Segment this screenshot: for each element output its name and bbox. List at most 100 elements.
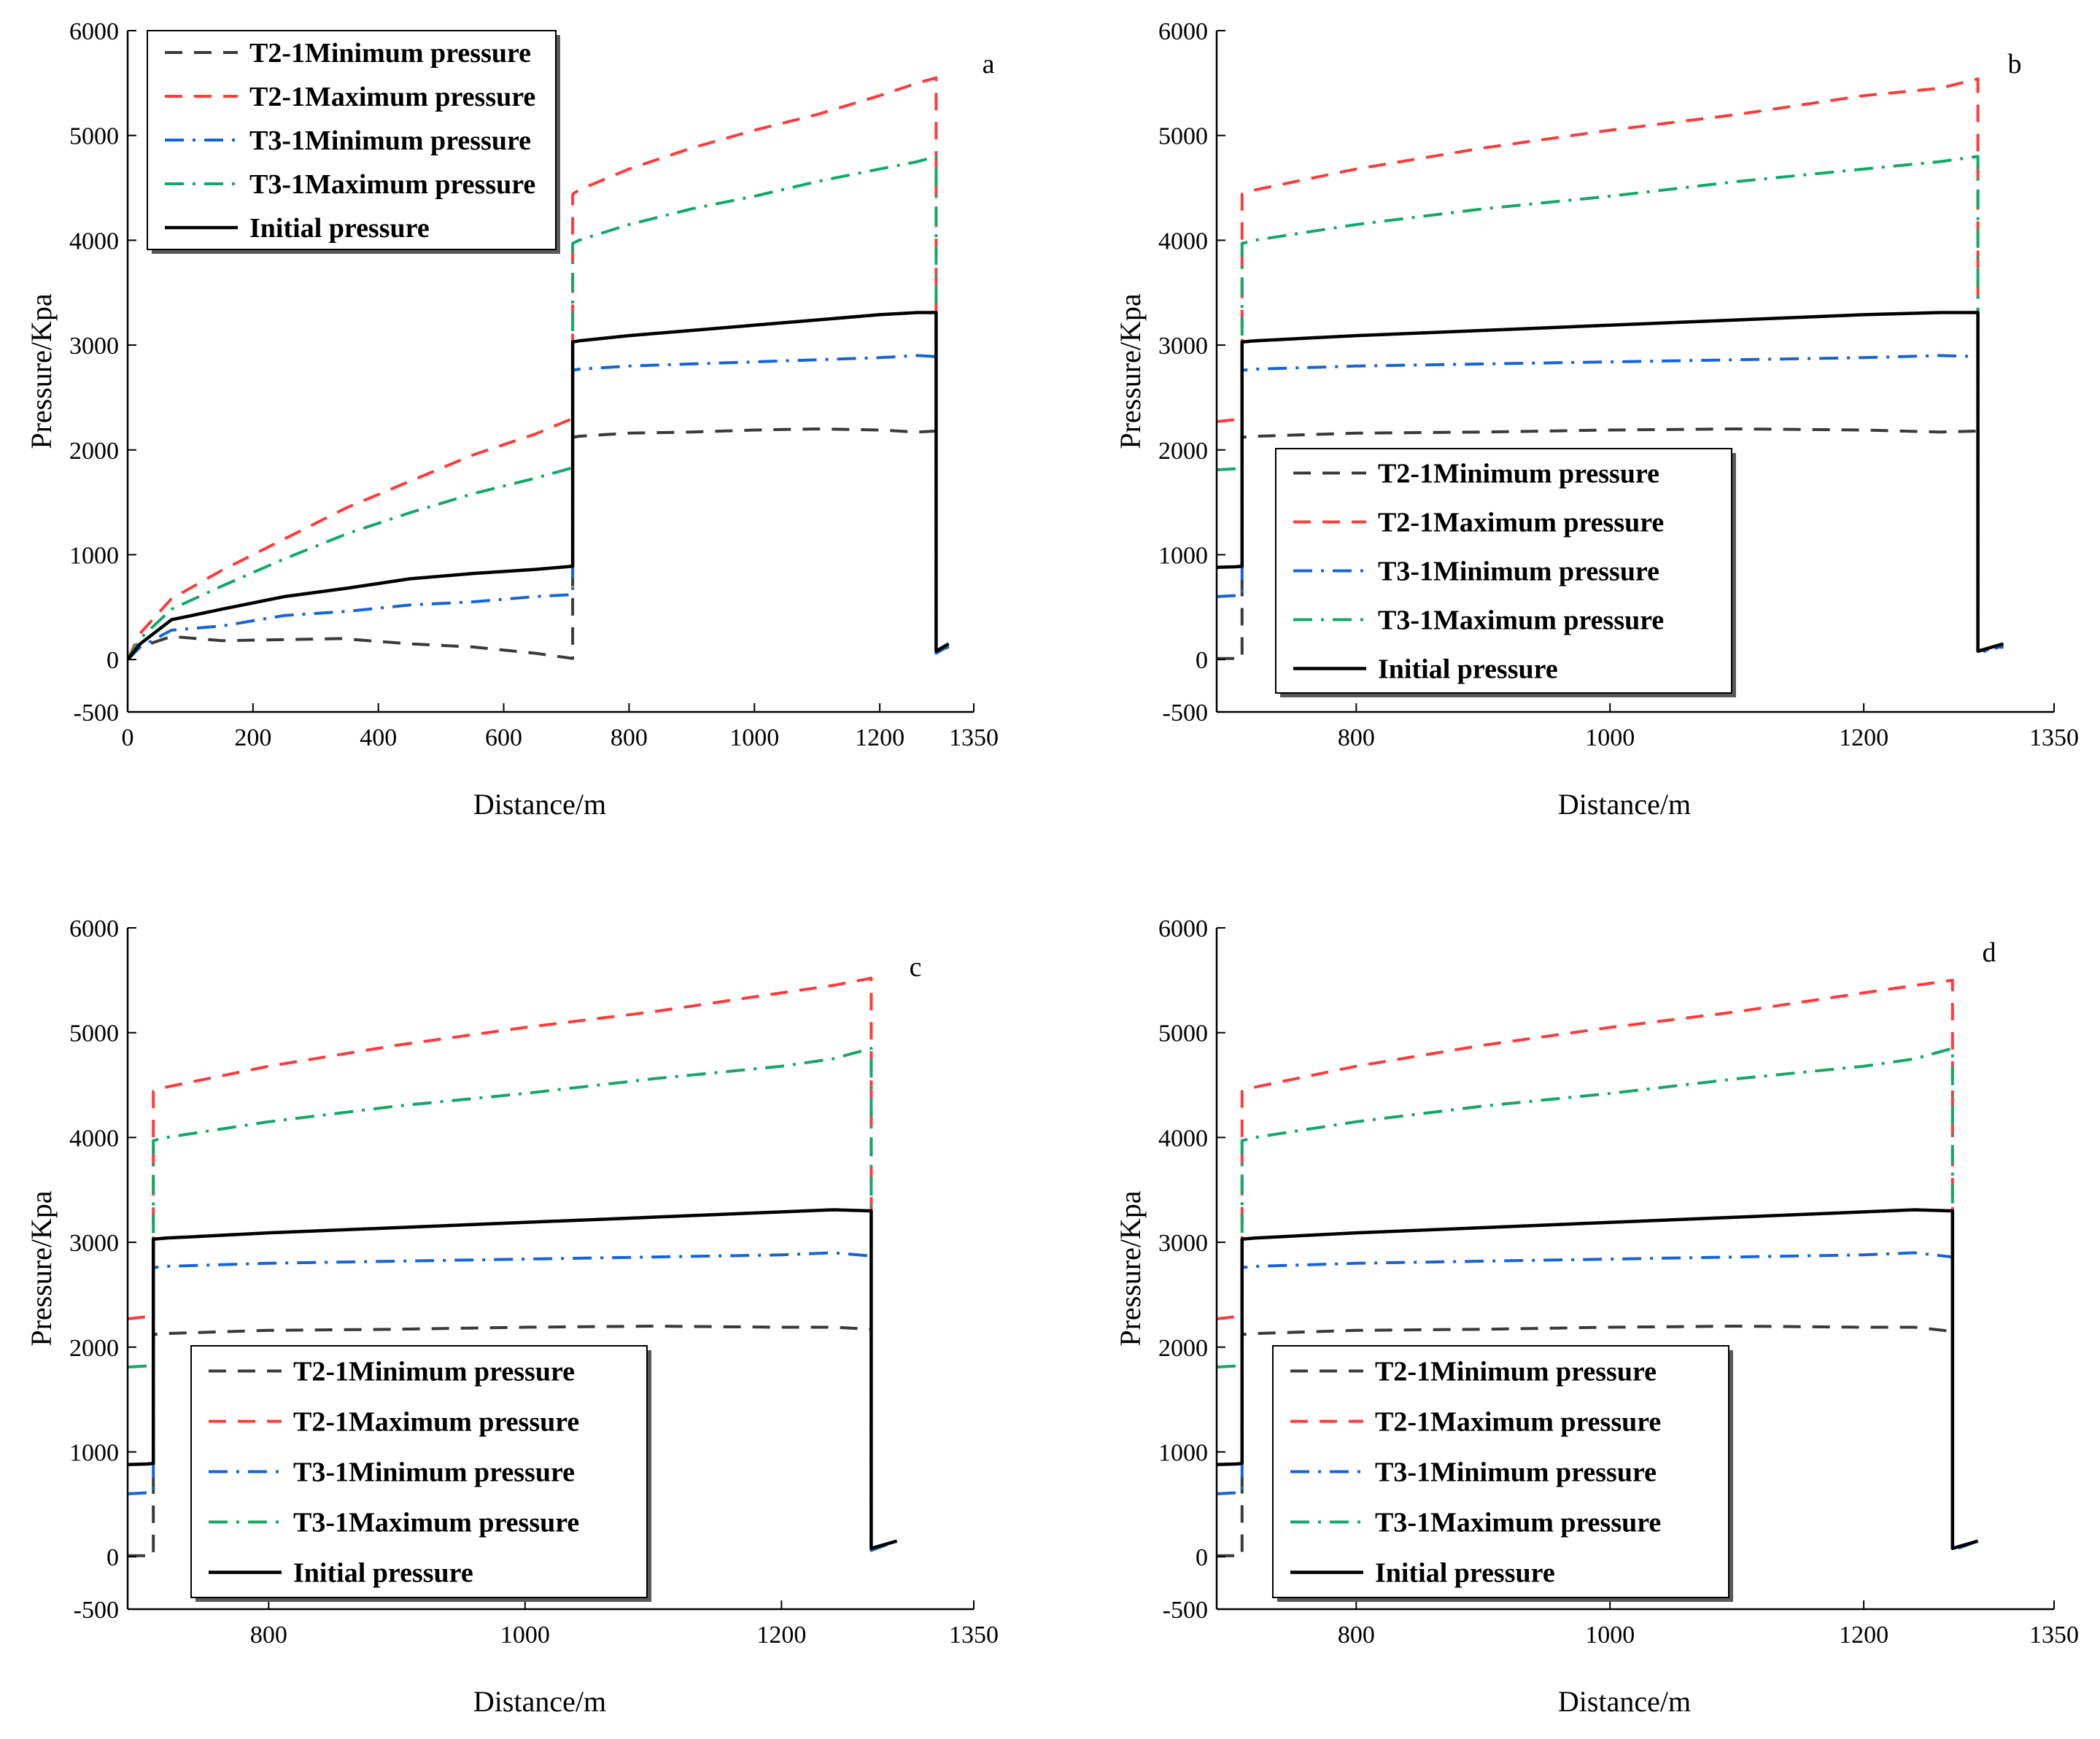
chart-b-x-axis-title: Distance/m xyxy=(1558,788,1691,821)
chart-b-legend-label-3: T3-1Minimum pressure xyxy=(1378,557,1659,587)
chart-d-y-tick-label-7: 6000 xyxy=(1158,915,1208,942)
chart-a-legend-label-1: T2-1Minimum pressure xyxy=(249,38,531,69)
chart-b-panel-label: b xyxy=(2008,49,2022,80)
chart-c-y-tick-label-6: 5000 xyxy=(69,1020,119,1047)
chart-b-y-tick-label-4: 3000 xyxy=(1158,333,1208,360)
chart-b-y-tick-label-7: 6000 xyxy=(1158,18,1208,45)
chart-b-legend: T2-1Minimum pressure T2-1Maximum pressure… xyxy=(1275,448,1736,697)
chart-b-legend-label-5: Initial pressure xyxy=(1378,654,1558,685)
chart-d-legend-label-2: T2-1Maximum pressure xyxy=(1375,1407,1661,1438)
chart-c-y-tick-label-1: 0 xyxy=(106,1544,119,1571)
chart-a-x-tick-label-4: 800 xyxy=(611,724,648,751)
chart-a-x-tick-label-7: 1350 xyxy=(949,724,999,751)
chart-a-x-axis-title: Distance/m xyxy=(473,788,606,821)
chart-c-series-group xyxy=(128,977,898,1557)
chart-c-series-1-line xyxy=(128,1325,898,1557)
chart-c-series-4-line xyxy=(128,1047,898,1550)
chart-a-x-tick-label-0: 0 xyxy=(122,724,134,751)
chart-d-legend-label-1: T2-1Minimum pressure xyxy=(1375,1357,1657,1387)
chart-c-x-tick-label-0: 800 xyxy=(250,1622,287,1649)
chart-d-legend-label-4: T3-1Maximum pressure xyxy=(1375,1508,1661,1538)
chart-a-series-2-line xyxy=(128,76,950,661)
chart-d-x-tick-label-1: 1000 xyxy=(1585,1622,1635,1649)
chart-b-y-axis-title: Pressure/Kpa xyxy=(1114,293,1147,449)
chart-a-y-tick-label-1: 0 xyxy=(106,647,119,674)
chart-b-x-tick-label-0: 800 xyxy=(1338,724,1375,751)
chart-b-legend-label-4: T3-1Maximum pressure xyxy=(1378,605,1664,636)
chart-c-x-axis-title: Distance/m xyxy=(473,1685,606,1718)
chart-c-y-tick-label-7: 6000 xyxy=(69,915,119,942)
chart-a-y-tick-label-6: 5000 xyxy=(69,123,119,150)
chart-a-x-tick-label-2: 400 xyxy=(360,724,397,751)
chart-c-legend-box xyxy=(190,1345,648,1598)
chart-b-legend-label-1: T2-1Minimum pressure xyxy=(1378,459,1659,489)
chart-c-series-3-line xyxy=(128,1251,898,1552)
chart-d-series-group xyxy=(1217,978,1979,1557)
chart-c-legend-label-5: Initial pressure xyxy=(293,1558,473,1589)
chart-b-series-4-line xyxy=(1217,155,2004,653)
chart-a-legend-label-4: T3-1Maximum pressure xyxy=(249,169,535,200)
chart-b-legend-label-2: T2-1Maximum pressure xyxy=(1378,508,1664,538)
chart-b-series-5-line xyxy=(1217,311,2004,653)
chart-a-legend-label-2: T2-1Maximum pressure xyxy=(249,82,535,112)
chart-d-y-tick-label-1: 0 xyxy=(1196,1544,1208,1571)
chart-d-legend: T2-1Minimum pressure T2-1Maximum pressure… xyxy=(1272,1345,1733,1602)
chart-b-x-tick-label-1: 1000 xyxy=(1585,724,1635,751)
chart-a-legend-label-3: T3-1Minimum pressure xyxy=(249,125,531,156)
chart-d: -500 0 1000 2000 3000 4000 5000 6000 800 1000 1200… xyxy=(1114,915,2079,1718)
chart-c-y-tick-label-2: 1000 xyxy=(69,1439,119,1466)
chart-d-y-tick-label-5: 4000 xyxy=(1158,1125,1208,1152)
chart-d-y-tick-label-2: 1000 xyxy=(1158,1439,1208,1466)
chart-a-series-5-line xyxy=(128,311,950,661)
chart-a-y-tick-label-7: 6000 xyxy=(69,18,119,45)
chart-c-y-tick-label-3: 2000 xyxy=(69,1335,119,1362)
chart-c-legend-label-3: T3-1Minimum pressure xyxy=(293,1457,575,1488)
chart-c-panel-label: c xyxy=(910,952,922,983)
chart-a-panel-label: a xyxy=(983,49,995,80)
chart-d-y-tick-label-3: 2000 xyxy=(1158,1335,1208,1362)
chart-d-series-3-line xyxy=(1217,1251,1979,1552)
chart-c-legend-label-1: T2-1Minimum pressure xyxy=(293,1357,575,1387)
chart-b-y-tick-label-0: -500 xyxy=(1163,700,1208,727)
chart-d-y-tick-label-4: 3000 xyxy=(1158,1230,1208,1257)
chart-c-x-tick-label-2: 1200 xyxy=(756,1622,806,1649)
chart-a-x-tick-label-5: 1000 xyxy=(729,724,779,751)
chart-b-y-tick-label-3: 2000 xyxy=(1158,438,1208,465)
chart-b-series-3-line xyxy=(1217,354,2004,655)
chart-a-series-group xyxy=(128,76,950,661)
chart-c-x-tick-label-1: 1000 xyxy=(500,1622,550,1649)
chart-b-y-tick-label-1: 0 xyxy=(1196,647,1208,674)
chart-b-x-tick-label-3: 1350 xyxy=(2029,724,2079,751)
chart-a-x-tick-label-3: 600 xyxy=(485,724,522,751)
chart-a-y-axis-title: Pressure/Kpa xyxy=(25,293,58,449)
chart-d-y-tick-label-0: -500 xyxy=(1163,1597,1208,1624)
chart-b-series-1-line xyxy=(1217,427,2004,660)
chart-a-x-tick-label-1: 200 xyxy=(234,724,271,751)
chart-d-legend-label-3: T3-1Minimum pressure xyxy=(1375,1457,1657,1488)
chart-a-y-tick-label-4: 3000 xyxy=(69,333,119,360)
chart-c-y-axis-title: Pressure/Kpa xyxy=(25,1190,58,1347)
chart-a-y-tick-label-0: -500 xyxy=(74,700,119,727)
chart-b-legend-box xyxy=(1275,448,1732,694)
chart-b-y-tick-label-2: 1000 xyxy=(1158,542,1208,569)
chart-b-x-tick-label-2: 1200 xyxy=(1839,724,1888,751)
chart-b-y-tick-label-6: 5000 xyxy=(1158,123,1208,150)
chart-c-y-tick-label-5: 4000 xyxy=(69,1125,119,1152)
chart-d-x-tick-label-0: 800 xyxy=(1338,1622,1375,1649)
chart-c-series-5-line xyxy=(128,1208,898,1550)
chart-c-y-tick-label-0: -500 xyxy=(74,1597,119,1624)
chart-d-legend-box xyxy=(1272,1345,1729,1598)
chart-a-legend-label-5: Initial pressure xyxy=(249,213,430,244)
chart-c: -500 0 1000 2000 3000 4000 5000 6000 800 1000 1200… xyxy=(25,915,999,1718)
chart-c-legend-label-4: T3-1Maximum pressure xyxy=(293,1508,579,1538)
chart-d-x-tick-label-2: 1200 xyxy=(1839,1622,1888,1649)
chart-a-y-tick-label-5: 4000 xyxy=(69,228,119,255)
chart-c-x-tick-label-3: 1350 xyxy=(949,1622,999,1649)
chart-d-series-5-line xyxy=(1217,1208,1979,1550)
chart-d-panel-label: d xyxy=(1983,937,1996,968)
chart-a-y-tick-label-3: 2000 xyxy=(69,438,119,465)
chart-c-legend: T2-1Minimum pressure T2-1Maximum pressure… xyxy=(190,1345,651,1602)
chart-d-x-tick-label-3: 1350 xyxy=(2029,1622,2079,1649)
